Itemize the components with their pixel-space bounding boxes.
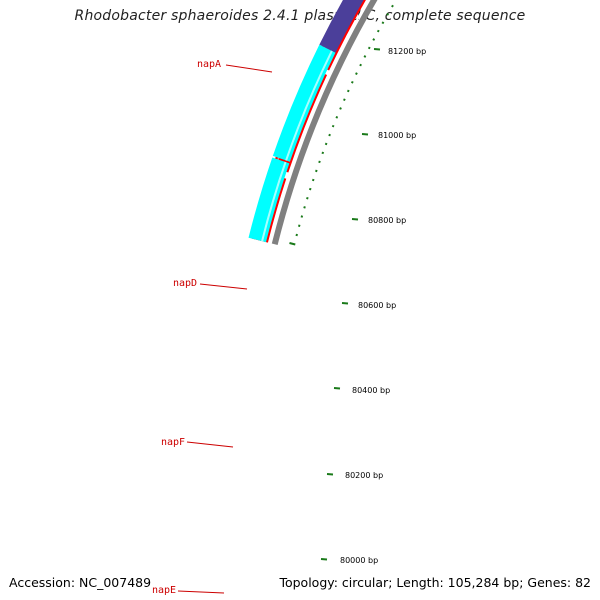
ruler-tick: [298, 224, 301, 227]
forward-feature-napF-shine: [285, 50, 333, 161]
ruler-tick: [308, 187, 312, 191]
ruler-tick: [318, 160, 321, 164]
ruler-tick: [324, 142, 328, 146]
ruler-tick: [295, 233, 298, 237]
ruler-tick: [391, 4, 394, 8]
gene-label-leader-napA: [225, 64, 273, 73]
ruler-major-tick: [326, 473, 334, 476]
gene-label-napF[interactable]: napF: [161, 437, 185, 448]
ruler-tick: [311, 178, 315, 182]
ruler-tick-label: 81000 bp: [378, 131, 416, 140]
forward-feature-napD: [319, 0, 364, 53]
ruler-tick-label: 80800 bp: [368, 216, 406, 225]
ruler-major-tick: [373, 48, 381, 51]
ruler-tick: [359, 63, 362, 67]
ruler-tick: [300, 215, 304, 218]
backbone-layer: [268, 0, 378, 246]
gene-label-napA[interactable]: napA: [197, 59, 221, 70]
ruler-tick: [381, 21, 385, 25]
ruler-tick: [386, 13, 390, 16]
ruler-tick: [331, 124, 335, 128]
topology-summary: Topology: circular; Length: 105,284 bp; …: [279, 575, 591, 590]
ruler-tick: [321, 151, 325, 155]
ruler-tick: [367, 46, 371, 50]
gene-label-leader-napD: [199, 283, 248, 290]
ruler-tick: [328, 133, 331, 137]
ruler-major-tick: [333, 387, 341, 390]
gene-label-leader-napE: [177, 590, 225, 594]
backbone-separator: [268, 0, 370, 244]
ruler-major-tick: [341, 302, 349, 305]
ruler-tick: [335, 115, 339, 119]
ruler-tick: [355, 72, 358, 75]
ruler-tick: [363, 55, 367, 58]
gene-label-napD[interactable]: napD: [173, 278, 197, 289]
ruler-tick: [315, 169, 318, 173]
accession-label: Accession: NC_007489: [9, 575, 152, 590]
ruler-tick-label: 80600 bp: [358, 301, 396, 310]
forward-strand-layer: [248, 0, 364, 243]
gene-label-leader-napF: [186, 441, 234, 448]
backbone-ring: [271, 0, 378, 246]
gene-labels: napA napD napF napE: [152, 59, 273, 596]
ruler-major-tick: [361, 133, 369, 136]
ruler-tick: [303, 206, 306, 209]
ruler-tick-label: 80000 bp: [340, 556, 378, 565]
ruler-tick: [350, 80, 354, 84]
ruler-major-tick: [351, 218, 359, 221]
ruler-tick-label: 80400 bp: [352, 386, 390, 395]
ruler-tick: [376, 29, 380, 33]
ruler-tick: [289, 242, 296, 246]
ruler-tick: [343, 98, 346, 102]
forward-feature-napE-shine: [261, 161, 287, 242]
gene-label-napE[interactable]: napE: [152, 585, 176, 596]
ruler-tick-label: 81200 bp: [388, 47, 426, 56]
ruler-ticks: [289, 4, 394, 561]
ruler-tick-label: 80200 bp: [345, 471, 383, 480]
ruler-tick: [346, 89, 350, 93]
ruler-major-tick: [320, 558, 328, 561]
ruler-tick-labels: 81200 bp 81000 bp 80800 bp 80600 bp 80400 bp…: [340, 47, 426, 565]
map-title: Rhodobacter sphaeroides 2.4.1 plasmid C,…: [74, 8, 526, 24]
ruler-tick: [306, 196, 309, 200]
ruler-tick: [372, 38, 376, 41]
ruler-tick: [339, 107, 342, 110]
